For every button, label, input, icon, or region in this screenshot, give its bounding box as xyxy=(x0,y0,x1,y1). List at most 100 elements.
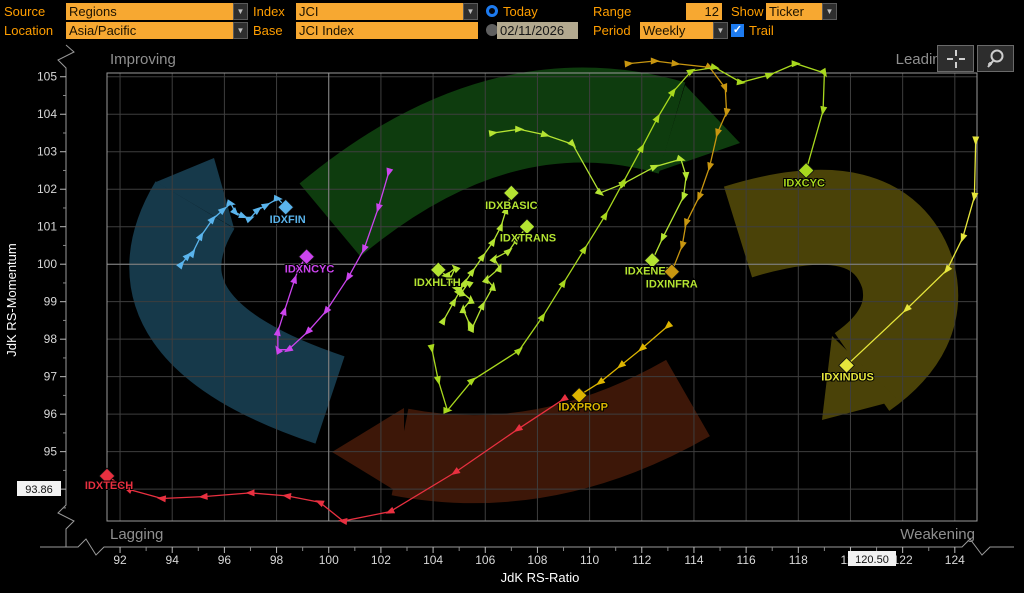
zoom-tool-button[interactable] xyxy=(977,45,1014,72)
show-select[interactable]: Ticker xyxy=(766,3,822,20)
svg-text:95: 95 xyxy=(44,445,58,459)
ticker-label-IDXHLTH: IDXHLTH xyxy=(414,277,461,289)
magnifier-icon xyxy=(986,49,1003,68)
series-IDXHLTH[interactable]: IDXHLTH xyxy=(413,261,475,330)
series-IDXINDUS[interactable]: IDXINDUS xyxy=(820,136,980,384)
base-input[interactable]: JCI Index xyxy=(296,22,478,39)
index-select-arrow-icon[interactable]: ▼ xyxy=(463,3,478,20)
svg-text:104: 104 xyxy=(423,553,443,567)
marker-IDXTECH[interactable] xyxy=(98,467,116,485)
svg-text:116: 116 xyxy=(737,553,756,567)
marker-IDXPROP[interactable] xyxy=(570,387,588,404)
today-radio[interactable] xyxy=(486,5,498,17)
marker-IDXINDUS[interactable] xyxy=(838,357,855,374)
y-axis-title: JdK RS-Momentum xyxy=(4,243,19,356)
svg-text:112: 112 xyxy=(632,553,651,567)
svg-text:118: 118 xyxy=(789,553,808,567)
ticker-label-IDXBASIC: IDXBASIC xyxy=(485,200,538,212)
series-IDXENER[interactable]: IDXENER xyxy=(488,125,690,278)
period-select-arrow-icon[interactable]: ▼ xyxy=(713,22,728,39)
leading-rotation-arrow xyxy=(299,67,740,257)
quadrant-leading-label: Leading xyxy=(896,51,949,68)
series-IDXFIN[interactable]: IDXFIN xyxy=(176,194,307,270)
trail-checkbox[interactable]: ✓ xyxy=(731,24,744,37)
svg-text:102: 102 xyxy=(371,553,391,567)
index-label: Index xyxy=(253,4,285,19)
marker-IDXENER[interactable] xyxy=(643,252,661,269)
location-label: Location xyxy=(4,23,54,38)
crosshair-tool-button[interactable] xyxy=(937,45,974,72)
crosshair-value-boxes: 93.86 120.50 xyxy=(17,481,896,566)
weakening-rotation-arrow xyxy=(723,169,959,420)
x-crosshair-value: 120.50 xyxy=(855,554,889,566)
svg-text:110: 110 xyxy=(580,553,599,567)
improving-rotation-arrow xyxy=(129,158,345,444)
svg-text:97: 97 xyxy=(44,370,58,384)
date-input[interactable]: 02/11/2026 xyxy=(497,22,578,39)
axes: 9495969798991001011021031041059294969810… xyxy=(37,44,1014,567)
show-select-arrow-icon[interactable]: ▼ xyxy=(822,3,837,20)
svg-text:98: 98 xyxy=(44,332,58,346)
series-IDXTRANS[interactable]: IDXTRANS xyxy=(467,218,557,334)
location-select-arrow-icon[interactable]: ▼ xyxy=(233,22,248,39)
svg-text:106: 106 xyxy=(475,553,495,567)
quadrant-improving-label: Improving xyxy=(110,51,176,68)
svg-text:94: 94 xyxy=(166,553,180,567)
svg-text:105: 105 xyxy=(37,70,57,84)
ticker-label-IDXENER: IDXENER xyxy=(625,265,674,277)
series-IDXPROP[interactable]: IDXPROP xyxy=(557,320,674,414)
svg-text:114: 114 xyxy=(684,553,703,567)
svg-text:96: 96 xyxy=(218,553,232,567)
marker-IDXFIN[interactable] xyxy=(277,198,295,216)
svg-text:124: 124 xyxy=(945,553,965,567)
marker-IDXCYC[interactable] xyxy=(797,162,815,179)
source-select-arrow-icon[interactable]: ▼ xyxy=(233,3,248,20)
svg-text:100: 100 xyxy=(37,257,57,271)
ticker-label-IDXTRANS: IDXTRANS xyxy=(500,233,556,245)
trail-label: Trail xyxy=(749,23,774,38)
ticker-label-IDXPROP: IDXPROP xyxy=(558,401,608,413)
svg-text:103: 103 xyxy=(37,145,57,159)
ticker-label-IDXINFRA: IDXINFRA xyxy=(646,279,698,291)
plot-area[interactable] xyxy=(107,73,977,521)
marker-IDXNCYC[interactable] xyxy=(298,248,315,266)
svg-text:122: 122 xyxy=(893,553,913,567)
marker-IDXHLTH[interactable] xyxy=(429,261,447,279)
series-IDXNCYC[interactable]: IDXNCYC xyxy=(272,167,394,356)
ticker-label-IDXTECH: IDXTECH xyxy=(85,480,133,492)
custom-date-radio[interactable] xyxy=(486,24,498,36)
plot-border xyxy=(106,72,978,522)
ticker-label-IDXCYC: IDXCYC xyxy=(783,177,825,189)
svg-text:101: 101 xyxy=(37,220,57,234)
period-label: Period xyxy=(593,23,631,38)
marker-IDXINFRA[interactable] xyxy=(663,263,681,281)
series-IDXCYC[interactable]: IDXCYC xyxy=(427,60,830,414)
source-select[interactable]: Regions xyxy=(66,3,233,20)
range-label: Range xyxy=(593,4,632,19)
ticker-label-IDXFIN: IDXFIN xyxy=(270,214,306,226)
period-select[interactable]: Weekly xyxy=(640,22,713,39)
series-IDXTECH[interactable]: IDXTECH xyxy=(84,394,569,525)
ticker-label-IDXINDUS: IDXINDUS xyxy=(821,371,874,383)
range-input[interactable]: 12 xyxy=(686,3,722,20)
marker-IDXBASIC[interactable] xyxy=(503,184,520,202)
svg-text:98: 98 xyxy=(270,553,284,567)
today-label: Today xyxy=(503,4,538,19)
ticker-label-IDXNCYC: IDXNCYC xyxy=(285,264,335,276)
location-select[interactable]: Asia/Pacific xyxy=(66,22,233,39)
marker-IDXTRANS[interactable] xyxy=(518,218,536,236)
index-select[interactable]: JCI xyxy=(296,3,463,20)
svg-text:100: 100 xyxy=(319,553,339,567)
source-label: Source xyxy=(4,4,46,19)
grid xyxy=(107,73,977,521)
y-crosshair-value: 93.86 xyxy=(25,484,53,496)
svg-text:96: 96 xyxy=(44,407,58,421)
svg-text:92: 92 xyxy=(113,553,127,567)
x-axis-title: JdK RS-Ratio xyxy=(501,570,580,585)
svg-text:99: 99 xyxy=(44,295,58,309)
series-IDXINFRA[interactable]: IDXINFRA xyxy=(624,57,731,292)
svg-text:108: 108 xyxy=(527,553,547,567)
show-label: Show xyxy=(731,4,764,19)
